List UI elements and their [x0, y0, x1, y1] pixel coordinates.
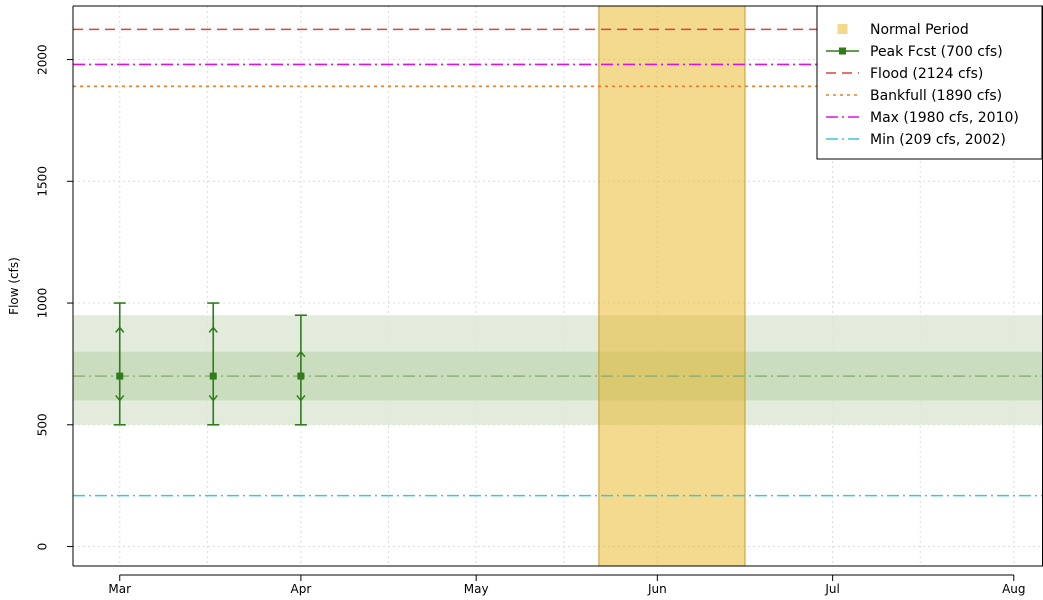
y-tick-label: 1000 — [36, 288, 50, 319]
quantile-arrow-down — [115, 394, 125, 402]
x-tick-label: Apr — [291, 582, 312, 596]
legend-label: Max (1980 cfs, 2010) — [870, 110, 1019, 126]
normal-period — [598, 6, 746, 566]
quantile-arrow-down — [296, 394, 306, 402]
forecast-point — [116, 372, 124, 380]
normal-period-band — [598, 6, 746, 566]
legend-box — [816, 5, 1043, 160]
x-tick-label: Mar — [108, 582, 131, 596]
x-tick-label: Jul — [824, 582, 839, 596]
legend: Normal Period Peak Fcst (700 cfs) Flood (2… — [816, 5, 1043, 160]
legend-entry: Bankfull (1890 cfs) — [826, 88, 1002, 104]
y-tick-label: 500 — [36, 413, 50, 436]
y-axis-label: Flow (cfs) — [7, 257, 21, 315]
quantile-arrow-down — [208, 394, 218, 402]
legend-label: Bankfull (1890 cfs) — [870, 88, 1002, 104]
legend-swatch-box — [837, 24, 848, 34]
percentile-bands — [73, 315, 1043, 425]
legend-entry: Max (1980 cfs, 2010) — [826, 110, 1019, 126]
legend-swatch-point — [839, 47, 846, 55]
legend-entry: Flood (2124 cfs) — [826, 66, 983, 82]
forecast-point — [209, 372, 217, 380]
grid — [73, 6, 1043, 566]
y-tick-label: 0 — [36, 543, 50, 551]
legend-entry: Min (209 cfs, 2002) — [826, 132, 1006, 148]
forecast-point-group — [207, 302, 220, 426]
quantile-arrow-up — [296, 350, 306, 358]
forecast-point-group — [113, 302, 126, 426]
y-tick-label: 2000 — [36, 44, 50, 75]
x-tick-label: Jun — [647, 582, 667, 596]
forecast-point — [297, 372, 305, 380]
x-tick-label: Aug — [1002, 582, 1025, 596]
legend-label: Min (209 cfs, 2002) — [870, 132, 1006, 148]
quantile-arrow-up — [208, 326, 218, 333]
forecast-point-group — [294, 314, 307, 426]
legend-entry: Normal Period — [837, 22, 969, 38]
forecast-series — [113, 302, 307, 426]
y-tick-label: 1500 — [36, 166, 50, 197]
legend-label: Peak Fcst (700 cfs) — [870, 44, 1003, 60]
legend-label: Normal Period — [870, 22, 969, 38]
x-tick-label: May — [464, 582, 489, 596]
legend-label: Flood (2124 cfs) — [870, 66, 983, 82]
legend-entry: Peak Fcst (700 cfs) — [826, 44, 1003, 60]
quantile-arrow-up — [115, 326, 125, 333]
